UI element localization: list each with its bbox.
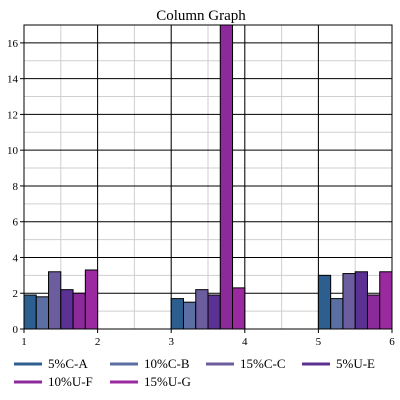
legend-item: 10%C-B: [110, 356, 190, 371]
bar: [72, 292, 86, 330]
y-tick-label: 6: [13, 217, 19, 229]
bar: [379, 271, 393, 330]
x-tick-label: 6: [389, 336, 395, 348]
legend-label: 15%C-C: [240, 356, 286, 371]
y-tick-label: 14: [7, 74, 19, 86]
x-tick-label: 4: [242, 336, 248, 348]
legend: 5%C-A 10%C-B 15%C-C 5%U-E 10%U-F 15%U-G: [14, 356, 375, 389]
bar: [317, 274, 332, 330]
bar: [23, 294, 37, 330]
legend-item: 5%U-E: [302, 356, 375, 371]
legend-item: 15%C-C: [206, 356, 286, 371]
bar: [182, 301, 197, 330]
x-tick-label: 3: [168, 336, 174, 348]
grid-lines: [23, 24, 393, 330]
bar: [170, 298, 184, 330]
y-tick-label: 0: [13, 324, 19, 336]
y-tick-label: 16: [7, 38, 19, 50]
bar: [84, 269, 99, 330]
bar: [35, 296, 50, 330]
bar: [60, 289, 74, 330]
y-tick-label: 8: [13, 181, 19, 193]
y-tick-label: 10: [7, 145, 19, 157]
y-tick-label: 2: [13, 288, 19, 300]
plot-frame: [23, 24, 393, 330]
bar: [232, 287, 246, 330]
x-tick-label: 2: [95, 336, 101, 348]
bars: [23, 24, 393, 330]
legend-label: 15%U-G: [144, 374, 191, 389]
bar: [207, 294, 221, 330]
y-tick-label: 4: [13, 252, 19, 264]
bar: [330, 298, 344, 330]
legend-label: 5%U-E: [336, 356, 375, 371]
legend-label: 10%U-F: [48, 374, 93, 389]
bar: [48, 271, 62, 330]
bar: [219, 24, 234, 330]
bar: [342, 273, 356, 330]
x-tick-label: 1: [21, 336, 27, 348]
legend-label: 10%C-B: [144, 356, 190, 371]
x-tick-label: 5: [316, 336, 322, 348]
bar: [195, 289, 209, 330]
chart-title: Column Graph: [156, 8, 246, 24]
legend-item: 15%U-G: [110, 374, 191, 389]
legend-label: 5%C-A: [48, 356, 88, 371]
y-tick-label: 12: [7, 109, 18, 121]
bar: [354, 271, 368, 330]
legend-item: 5%C-A: [14, 356, 88, 371]
bar: [366, 294, 381, 330]
legend-item: 10%U-F: [14, 374, 93, 389]
